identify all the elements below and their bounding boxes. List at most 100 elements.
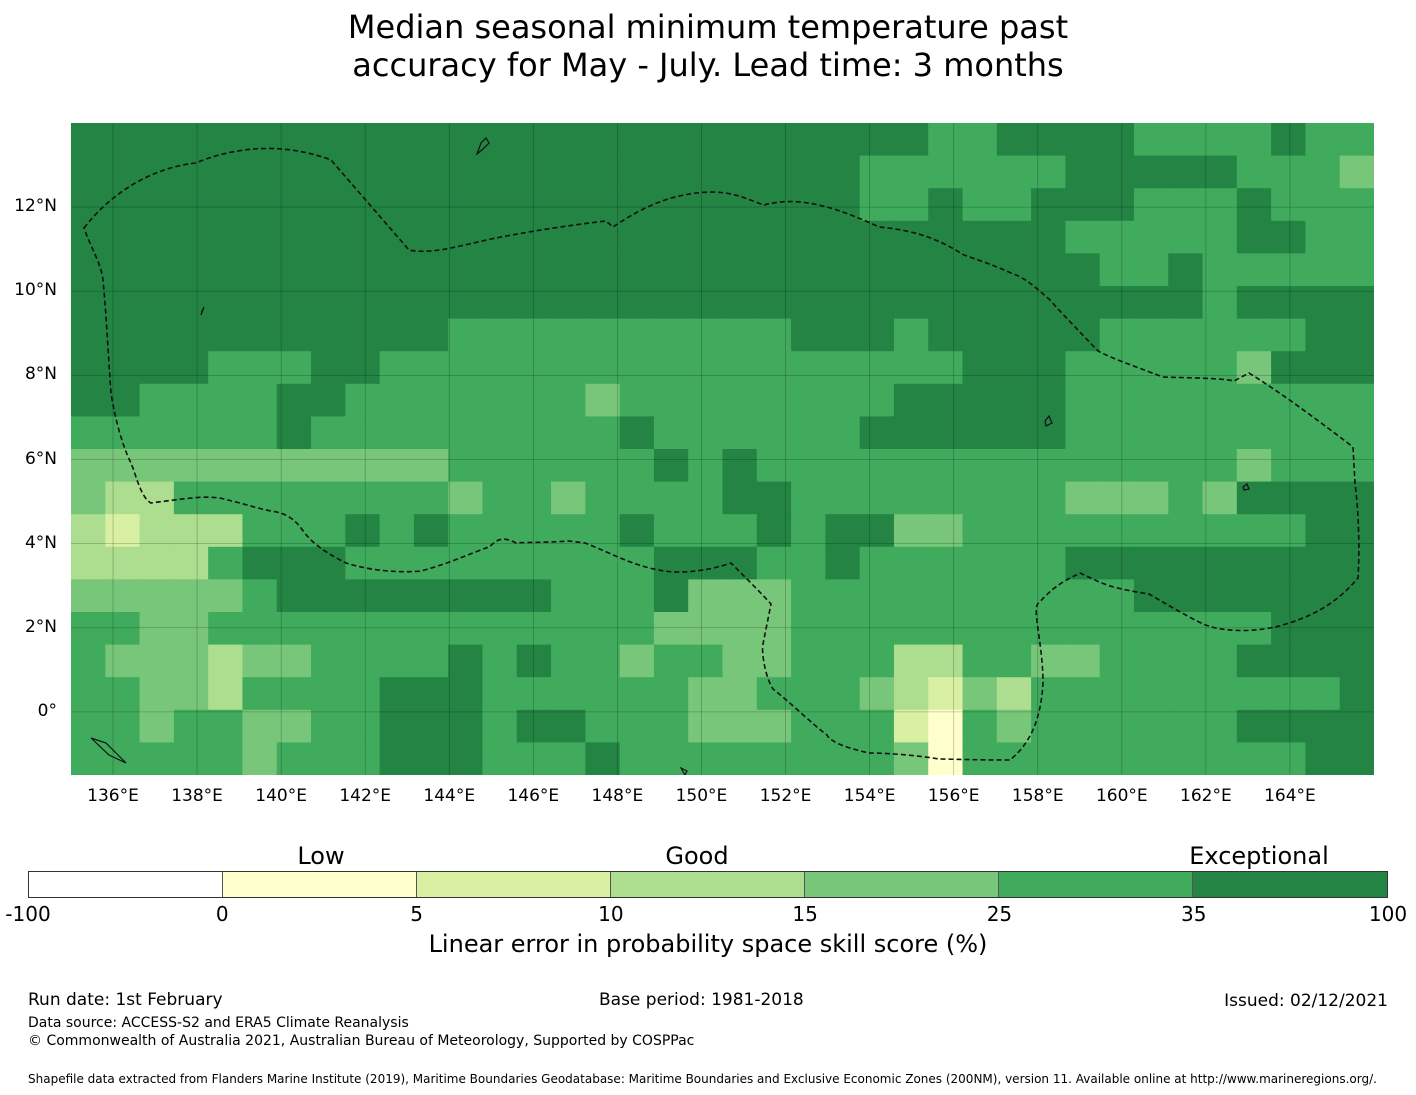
skill-cell (173, 253, 209, 287)
skill-cell (962, 709, 998, 743)
skill-cell (1099, 188, 1135, 222)
skill-cell (311, 220, 346, 254)
skill-cell (859, 318, 895, 352)
skill-cell (688, 546, 724, 580)
chart-title: Median seasonal minimum temperature past… (0, 8, 1416, 84)
lat-label: 4°N (24, 532, 57, 553)
skill-cell (928, 253, 964, 287)
skill-map[interactable] (71, 123, 1374, 775)
skill-cell (1202, 253, 1238, 287)
skill-cell (311, 644, 346, 678)
skill-cell (859, 612, 895, 646)
skill-cell (551, 155, 586, 189)
skill-cell (791, 677, 826, 711)
skill-cell (791, 253, 826, 287)
skill-cell (825, 286, 861, 320)
shapefile-credit: Shapefile data extracted from Flanders M… (28, 1072, 1377, 1086)
skill-cell (722, 709, 758, 743)
skill-cell (71, 612, 106, 646)
colorbar (28, 871, 1388, 898)
skill-cell (996, 449, 1032, 483)
skill-cell (1031, 709, 1066, 743)
skill-cell (996, 416, 1032, 450)
skill-cell (1202, 155, 1238, 189)
skill-cell (688, 449, 724, 483)
skill-cell (311, 677, 346, 711)
skill-cell (962, 123, 998, 157)
skill-cell (893, 123, 929, 157)
skill-cell (516, 416, 552, 450)
skill-cell (71, 155, 106, 189)
skill-cell (791, 318, 826, 352)
skill-cell (413, 383, 449, 417)
skill-cell (688, 188, 724, 222)
skill-cell (825, 449, 861, 483)
skill-cell (893, 481, 929, 515)
skill-cell (311, 318, 346, 352)
skill-cell (688, 286, 724, 320)
skill-cell (448, 546, 484, 580)
skill-cell (71, 644, 106, 678)
lon-label: 140°E (255, 786, 307, 806)
skill-cell (996, 709, 1032, 743)
skill-cell (276, 155, 312, 189)
skill-cell (996, 188, 1032, 222)
skill-cell (791, 220, 826, 254)
skill-cell (893, 155, 929, 189)
skill-cell (71, 220, 106, 254)
skill-cell (619, 742, 655, 775)
skill-cell (791, 709, 826, 743)
skill-cell (859, 253, 895, 287)
skill-cell (585, 449, 621, 483)
skill-cell (448, 709, 484, 743)
skill-cell (1133, 188, 1169, 222)
skill-cell (139, 449, 175, 483)
lat-label: 2°N (24, 616, 57, 637)
lon-label: 162°E (1180, 786, 1232, 806)
skill-cell (71, 383, 106, 417)
skill-cell (345, 481, 381, 515)
skill-cell (1065, 579, 1101, 613)
skill-cell (551, 514, 586, 548)
skill-cell (1065, 677, 1101, 711)
skill-cell (688, 579, 724, 613)
skill-cell (311, 286, 346, 320)
skill-cell (653, 220, 689, 254)
skill-cell (1099, 318, 1135, 352)
skill-cell (173, 318, 209, 352)
skill-cell (1099, 220, 1135, 254)
skill-cell (71, 286, 106, 320)
skill-cell (516, 579, 552, 613)
skill-cell (585, 123, 621, 157)
skill-cell (413, 579, 449, 613)
skill-cell (242, 612, 278, 646)
skill-cell (893, 579, 929, 613)
skill-cell (996, 318, 1032, 352)
skill-cell (516, 481, 552, 515)
skill-cell (379, 318, 415, 352)
map-panel[interactable] (71, 123, 1374, 775)
skill-cell (276, 253, 312, 287)
skill-cell (379, 449, 415, 483)
skill-cell (173, 579, 209, 613)
skill-cell (825, 677, 861, 711)
skill-cell (619, 709, 655, 743)
skill-cell (139, 383, 175, 417)
skill-cell (1202, 546, 1238, 580)
skill-cell (1065, 253, 1101, 287)
skill-cell (928, 286, 964, 320)
skill-cell (1133, 220, 1169, 254)
skill-cell (756, 612, 792, 646)
skill-cell (276, 188, 312, 222)
skill-cell (1271, 481, 1307, 515)
skill-cell (208, 579, 244, 613)
skill-cell (345, 286, 381, 320)
skill-cell (1305, 449, 1341, 483)
skill-cell (928, 709, 964, 743)
skill-cell (1202, 449, 1238, 483)
skill-cell (1031, 155, 1066, 189)
skill-cell (242, 155, 278, 189)
skill-cell (413, 416, 449, 450)
skill-cell (1339, 742, 1374, 775)
skill-cell (173, 742, 209, 775)
